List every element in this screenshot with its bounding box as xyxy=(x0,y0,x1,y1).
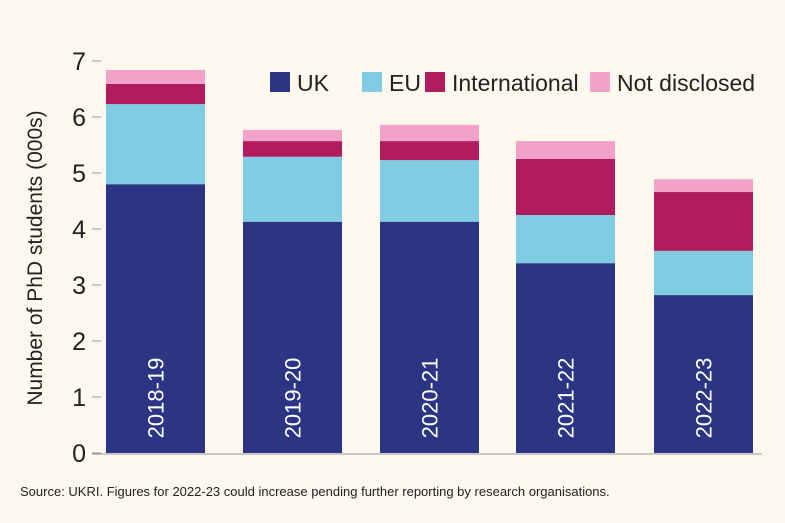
x-category-label: 2019-20 xyxy=(281,358,306,439)
stacked-bar-chart: Number of PhD students (000s) 0 1 2 3 4 5 6 7 201… xyxy=(24,48,762,468)
x-category-label: 2021-22 xyxy=(554,358,579,439)
legend-label: UK xyxy=(297,70,330,96)
y-tick-label: 7 xyxy=(72,48,86,76)
legend-swatch xyxy=(590,72,610,92)
bar-segment-not-disclosed xyxy=(380,124,479,142)
source-note: Source: UKRI. Figures for 2022-23 could … xyxy=(20,484,610,499)
bar-segment-international xyxy=(654,192,753,251)
y-tick-label: 5 xyxy=(72,160,86,188)
bar-segment-eu xyxy=(243,156,342,222)
bar-segment-uk xyxy=(243,221,342,453)
legend-swatch xyxy=(362,72,382,92)
y-tick-label: 6 xyxy=(72,104,86,132)
legend-label: International xyxy=(452,70,579,96)
y-axis-label: Number of PhD students (000s) xyxy=(24,110,47,405)
y-tick-label: 4 xyxy=(72,216,86,244)
bar-segment-not-disclosed xyxy=(516,141,615,159)
x-category-label: 2022-23 xyxy=(692,358,717,439)
bar-segment-not-disclosed xyxy=(243,129,342,142)
bar-segment-eu xyxy=(106,104,205,185)
bar-segment-international xyxy=(380,141,479,161)
bar-segment-international xyxy=(106,83,205,105)
legend-label: Not disclosed xyxy=(617,70,755,96)
x-category-label: 2020-21 xyxy=(418,358,443,439)
bar-segment-not-disclosed xyxy=(654,179,753,193)
legend-swatch xyxy=(425,72,445,92)
x-category-label: 2018-19 xyxy=(144,358,169,439)
bar-segment-uk xyxy=(106,184,205,453)
y-tick-label: 0 xyxy=(72,440,86,468)
bar-segment-uk xyxy=(654,295,753,453)
y-tick-label: 3 xyxy=(72,272,86,300)
y-tick-label: 1 xyxy=(72,384,86,412)
bar-segment-international xyxy=(243,141,342,157)
bar-segment-eu xyxy=(654,250,753,296)
bar-segment-uk xyxy=(516,263,615,453)
bar-segment-eu xyxy=(516,215,615,264)
bar-segment-eu xyxy=(380,160,479,222)
bar-segment-not-disclosed xyxy=(106,69,205,84)
y-tick-label: 2 xyxy=(72,328,86,356)
bar-segment-uk xyxy=(380,221,479,453)
bar-segment-international xyxy=(516,159,615,215)
legend-label: EU xyxy=(389,70,421,96)
legend-swatch xyxy=(270,72,290,92)
